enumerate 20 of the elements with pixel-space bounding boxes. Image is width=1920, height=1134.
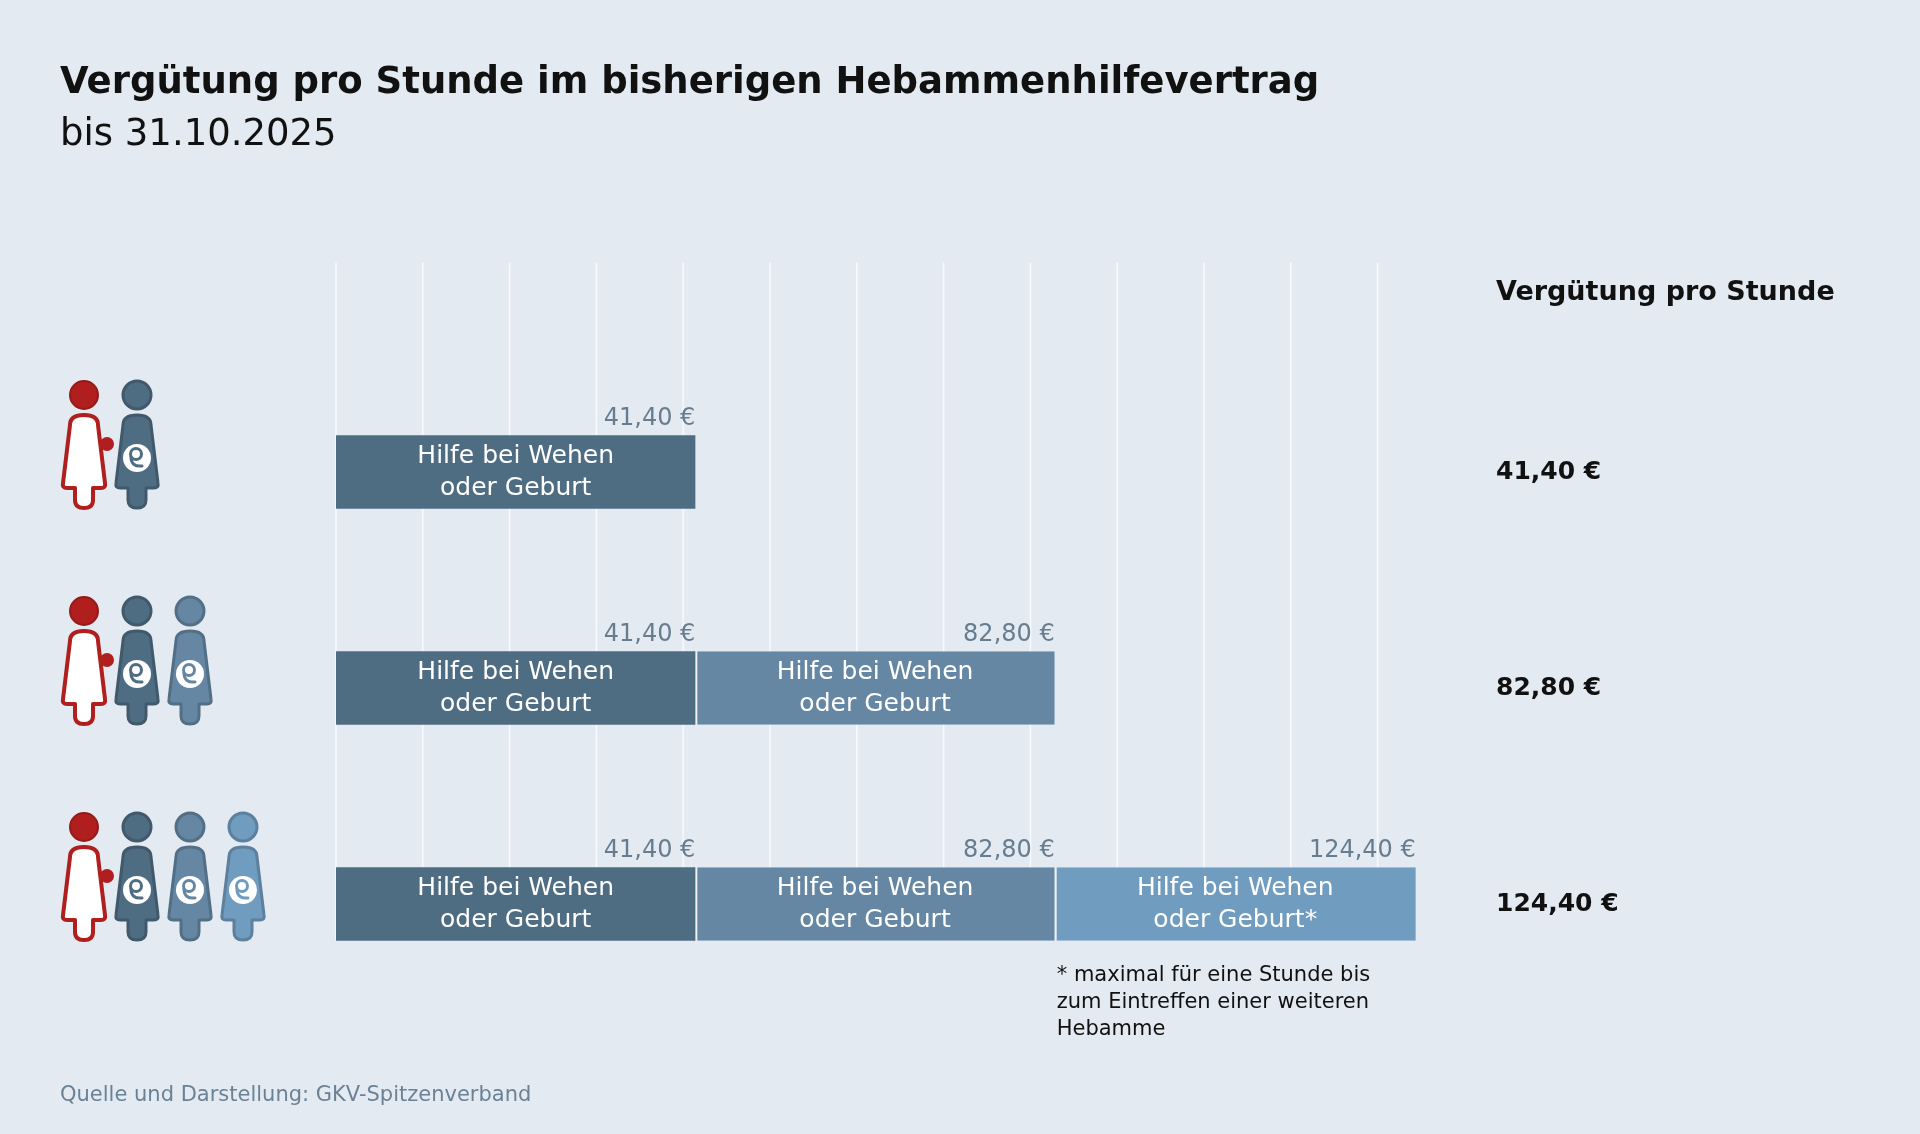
text: Hilfe bei Wehen oder Geburt xyxy=(417,655,615,717)
y-tick-label: 41,40 € xyxy=(1496,455,1602,485)
series-label: Hilfe bei Wehen oder Geburt xyxy=(417,439,615,501)
total-label: 82,80 € xyxy=(963,619,1055,648)
data-label: 41,40 € xyxy=(603,619,696,648)
y-tick-label: 124,40 € xyxy=(1496,887,1619,917)
text: * maximal für eine Stunde bis zum Eintreffen einer weiteren Hebamme xyxy=(1056,961,1371,1040)
total-label: 124,40 € xyxy=(1308,835,1416,864)
chart-subtitle: bis 31.10.2025 xyxy=(60,111,337,154)
y-axis-title: Vergütung pro Stunde xyxy=(1496,275,1835,307)
chart-title: Vergütung pro Stunde im bisherigen Hebammenhilfevertrag xyxy=(60,59,1320,102)
total-label: 41,40 € xyxy=(603,403,696,432)
source-note: Quelle und Darstellung: GKV-Spitzenverband xyxy=(60,1082,532,1106)
text: Hilfe bei Wehen oder Geburt xyxy=(776,871,974,933)
series-label: Hilfe bei Wehen oder Geburt* xyxy=(1136,871,1334,933)
data-label: 41,40 € xyxy=(603,835,696,864)
y-tick-label: 82,80 € xyxy=(1496,671,1602,701)
annotation: 82,80 € xyxy=(963,835,1055,864)
series-label: Hilfe bei Wehen oder Geburt xyxy=(776,655,974,717)
text: Hilfe bei Wehen oder Geburt xyxy=(417,871,615,933)
